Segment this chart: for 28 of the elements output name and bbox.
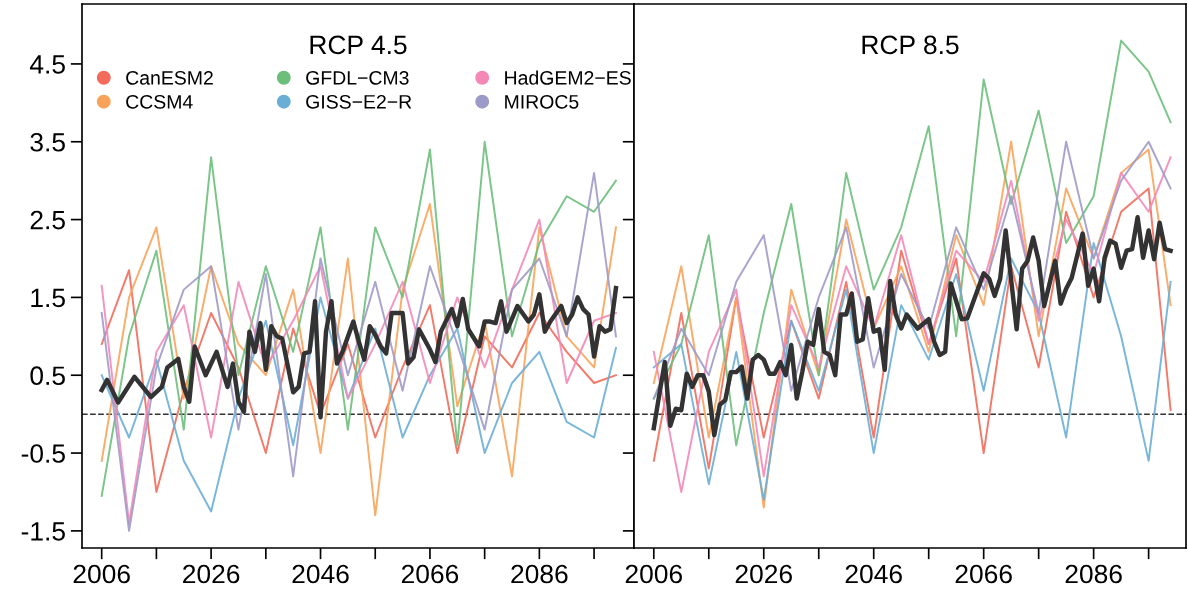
y-tick-label: 0.5 — [30, 366, 65, 386]
legend-label: GISS−E2−R — [306, 94, 412, 109]
x-tick-label: 2046 — [845, 564, 902, 584]
y-tick-label: 4.5 — [29, 55, 65, 74]
x-tick-label: 2086 — [1065, 564, 1122, 584]
y-tick-label: -1.5 — [21, 522, 65, 541]
line-series — [100, 269, 617, 493]
y-tick-label: -0.5 — [21, 444, 65, 463]
y-tick-label: 2.5 — [30, 210, 65, 230]
x-tick-label: 2066 — [401, 564, 459, 584]
x-tick-label: 2026 — [183, 564, 240, 584]
text: RCP 4.5 — [310, 35, 407, 55]
line-series — [100, 296, 617, 513]
y-tick-label: 3.5 — [30, 132, 65, 152]
legend-label: GFDL−CM3 — [306, 70, 409, 85]
legend-label: CanESM2 — [126, 70, 213, 85]
line-series — [100, 140, 617, 497]
text: RCP 8.5 — [862, 35, 959, 55]
x-tick-label: 2006 — [73, 564, 130, 584]
x-tick-label: 2086 — [511, 564, 568, 584]
x-tick-label: 2026 — [735, 564, 792, 584]
x-tick-label: 2066 — [955, 564, 1012, 584]
x-tick-label: 2006 — [625, 564, 682, 584]
y-tick-label: 1.5 — [31, 288, 65, 308]
legend-label: CCSM4 — [126, 94, 193, 109]
legend-label: MIROC5 — [505, 94, 579, 109]
x-tick-label: 2046 — [292, 564, 349, 584]
legend-label: HadGEM2−ES — [505, 70, 631, 85]
